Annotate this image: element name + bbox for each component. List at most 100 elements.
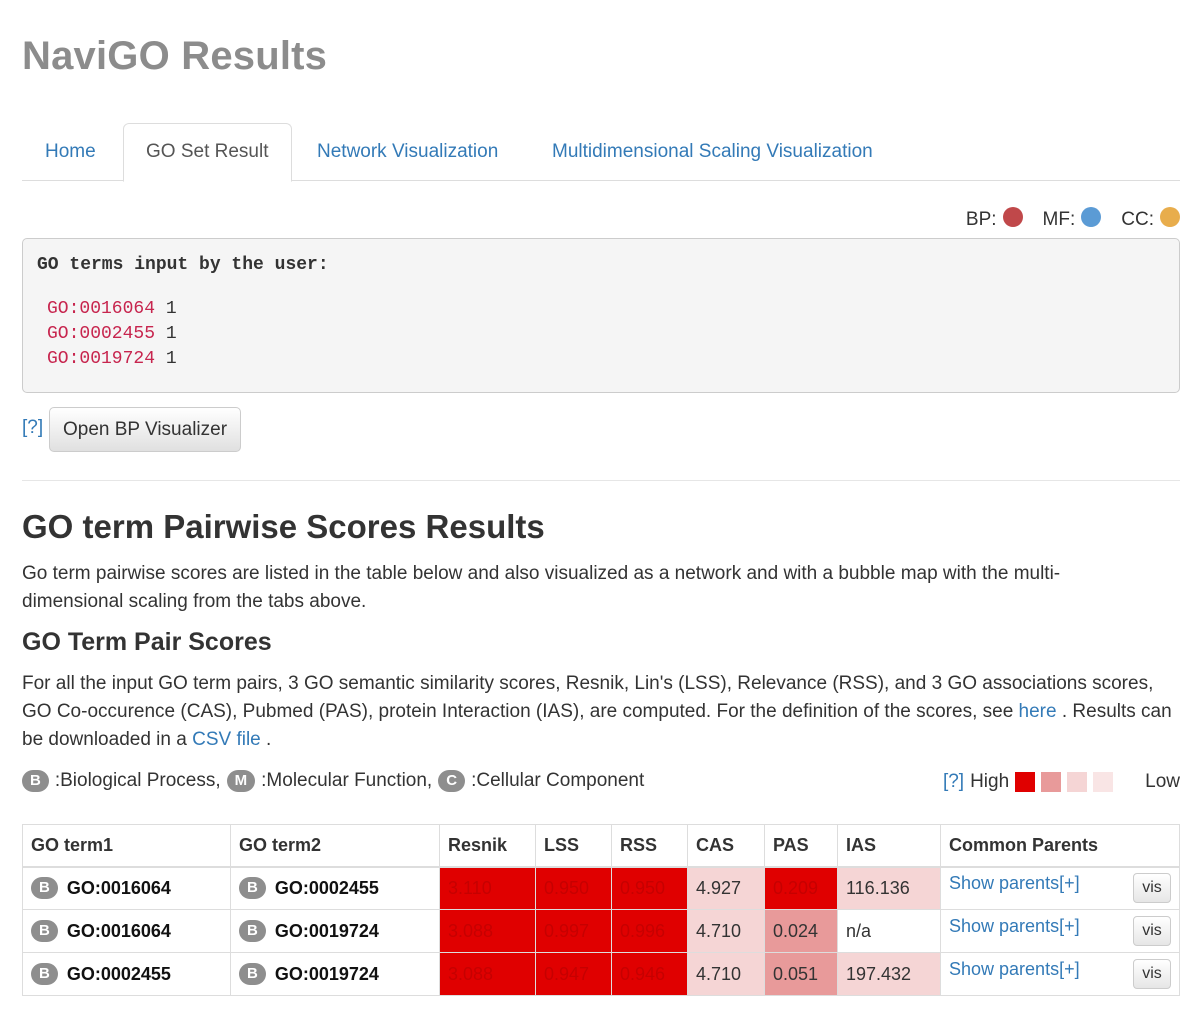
col-go-term1: GO term1 — [22, 824, 231, 868]
cell-lss: 0.950 — [535, 866, 612, 910]
table-row: B GO:0016064 B GO:0002455 3.110 0.950 0.95… — [22, 866, 1180, 910]
bp-dot-icon — [1002, 207, 1023, 227]
scores-description: For all the input GO term pairs, 3 GO se… — [22, 670, 1172, 754]
vis-button[interactable]: vis — [1133, 959, 1171, 989]
mf-label: MF: — [1042, 209, 1076, 230]
term1-id: GO:0016064 — [66, 920, 171, 941]
col-cas: CAS — [687, 824, 765, 868]
cell-lss: 0.997 — [535, 909, 612, 953]
b-badge: B — [31, 920, 58, 942]
go-count: 1 — [165, 299, 177, 319]
term2-id: GO:0002455 — [274, 877, 379, 898]
cell-cas: 4.927 — [687, 866, 765, 910]
scale-high-label: High — [970, 771, 1010, 792]
cell-cas: 4.710 — [687, 909, 765, 953]
vis-button[interactable]: vis — [1133, 916, 1171, 946]
cell-term1: B GO:0002455 — [22, 952, 231, 996]
table-header-row: GO term1 GO term2 Resnik LSS RSS CAS PAS… — [22, 824, 1180, 868]
desc-part-3: . — [260, 729, 272, 750]
cell-resnik: 3.110 — [439, 866, 536, 910]
cell-resnik: 3.088 — [439, 909, 536, 953]
tab-go-set-result[interactable]: GO Set Result — [123, 123, 292, 182]
tab-home[interactable]: Home — [45, 141, 96, 162]
b-badge: B — [239, 963, 266, 985]
input-terms-header: GO terms input by the user: — [37, 255, 329, 275]
b-badge: B — [22, 770, 49, 792]
mf-dot-icon — [1081, 207, 1102, 227]
cell-term1: B GO:0016064 — [22, 909, 231, 953]
show-parents-link[interactable]: Show parents[+] — [949, 959, 1080, 979]
cell-lss: 0.947 — [535, 952, 612, 996]
term1-id: GO:0016064 — [66, 877, 171, 898]
go-count: 1 — [165, 324, 177, 344]
open-bp-visualizer-button[interactable]: Open BP Visualizer — [49, 407, 241, 452]
term2-id: GO:0019724 — [274, 920, 379, 941]
ontology-badge-legend: B :Biological Process, M :Molecular Func… — [22, 770, 650, 792]
input-term-line: GO:0002455 1 — [47, 324, 1165, 345]
cell-pas: 0.209 — [764, 866, 838, 910]
scale-low-label: Low — [1145, 771, 1180, 792]
col-pas: PAS — [764, 824, 838, 868]
mf-legend: MF: — [1042, 207, 1102, 231]
cell-term2: B GO:0019724 — [230, 952, 440, 996]
cell-common-parents: Show parents[+] vis — [940, 909, 1180, 953]
col-lss: LSS — [535, 824, 612, 868]
show-parents-link[interactable]: Show parents[+] — [949, 916, 1080, 936]
tab-bar: Home GO Set Result Network Visualization… — [22, 123, 1180, 182]
cell-rss: 0.950 — [611, 866, 688, 910]
cell-ias: 197.432 — [837, 952, 941, 996]
go-id: GO:0019724 — [47, 349, 156, 369]
scores-table: GO term1 GO term2 Resnik LSS RSS CAS PAS… — [22, 824, 1180, 996]
cell-ias: 116.136 — [837, 866, 941, 910]
c-badge: C — [438, 770, 466, 792]
cell-term1: B GO:0016064 — [22, 866, 231, 910]
cell-term2: B GO:0019724 — [230, 909, 440, 953]
cell-resnik: 3.088 — [439, 952, 536, 996]
b-badge: B — [239, 920, 266, 942]
bp-label: BP: — [965, 209, 997, 230]
bp-legend: BP: — [965, 207, 1023, 231]
scale-help-link[interactable]: [?] — [942, 771, 965, 792]
desc-part-2: . Results can be downloaded in a — [22, 701, 1172, 750]
app-title: NaviGO Results — [22, 34, 328, 78]
m-badge-label: :Molecular Function, — [261, 770, 433, 791]
input-term-line: GO:0019724 1 — [47, 349, 1165, 370]
vis-button[interactable]: vis — [1133, 873, 1171, 904]
term2-id: GO:0019724 — [274, 963, 379, 984]
b-badge: B — [239, 877, 266, 900]
cell-term2: B GO:0002455 — [230, 866, 440, 910]
section-description: Go term pairwise scores are listed in th… — [22, 563, 1061, 612]
here-link[interactable]: here — [1018, 701, 1057, 722]
cell-pas: 0.024 — [764, 909, 838, 953]
section-title: GO term Pairwise Scores Results — [22, 508, 545, 545]
cell-rss: 0.946 — [611, 952, 688, 996]
col-go-term2: GO term2 — [230, 824, 440, 868]
b-badge-label: :Biological Process, — [54, 770, 221, 791]
cc-legend: CC: — [1121, 207, 1180, 231]
score-scale-legend: [?] High Low — [943, 768, 1180, 796]
cc-dot-icon — [1160, 207, 1180, 227]
col-ias: IAS — [837, 824, 941, 868]
input-term-line: GO:0016064 1 — [47, 299, 1165, 320]
cell-pas: 0.051 — [764, 952, 838, 996]
go-count: 1 — [165, 349, 177, 369]
table-row: B GO:0016064 B GO:0019724 3.088 0.997 0.99… — [22, 909, 1180, 953]
col-common-parents: Common Parents — [940, 824, 1180, 868]
scale-swatch-4 — [1093, 772, 1114, 792]
tab-mds-visualization[interactable]: Multidimensional Scaling Visualization — [552, 141, 873, 162]
csv-file-link[interactable]: CSV file — [192, 729, 261, 750]
cell-cas: 4.710 — [687, 952, 765, 996]
show-parents-link[interactable]: Show parents[+] — [949, 873, 1080, 894]
col-rss: RSS — [611, 824, 688, 868]
sub-title: GO Term Pair Scores — [22, 628, 272, 656]
help-link[interactable]: [?] — [22, 417, 44, 438]
cell-common-parents: Show parents[+] vis — [940, 866, 1180, 910]
ontology-color-legend: BP: MF: CC: — [946, 207, 1180, 231]
scale-swatch-3 — [1067, 772, 1088, 792]
desc-part-1: For all the input GO term pairs, 3 GO se… — [22, 673, 1154, 722]
cell-common-parents: Show parents[+] vis — [940, 952, 1180, 996]
tab-network-visualization[interactable]: Network Visualization — [317, 141, 499, 162]
b-badge: B — [31, 963, 58, 985]
go-id: GO:0002455 — [47, 324, 156, 344]
